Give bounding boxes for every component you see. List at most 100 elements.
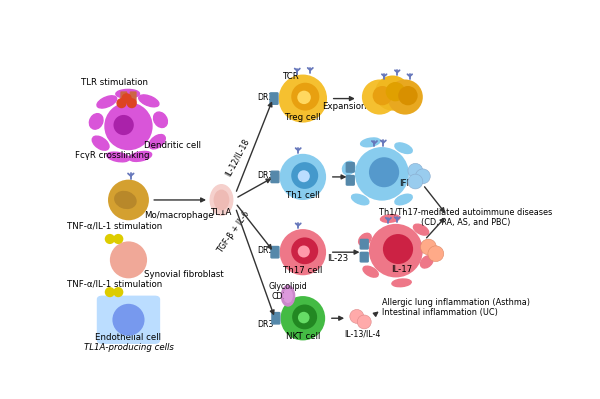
Text: Mo/macrophage: Mo/macrophage — [144, 211, 214, 220]
Text: Expansion: Expansion — [322, 102, 367, 111]
Ellipse shape — [388, 79, 423, 115]
Ellipse shape — [380, 215, 400, 222]
Ellipse shape — [104, 102, 152, 150]
Text: TNF-α/IL-1 stimulation: TNF-α/IL-1 stimulation — [67, 279, 162, 288]
Ellipse shape — [92, 136, 109, 150]
Text: DR3: DR3 — [257, 171, 274, 180]
Ellipse shape — [116, 98, 127, 108]
Ellipse shape — [398, 86, 418, 105]
Ellipse shape — [292, 304, 317, 329]
Ellipse shape — [113, 115, 134, 135]
Ellipse shape — [149, 134, 165, 149]
Ellipse shape — [210, 185, 233, 215]
Ellipse shape — [428, 246, 444, 262]
Ellipse shape — [392, 279, 411, 287]
Ellipse shape — [214, 190, 229, 209]
Ellipse shape — [89, 114, 103, 129]
Ellipse shape — [97, 96, 117, 108]
Ellipse shape — [421, 239, 436, 255]
Ellipse shape — [113, 234, 124, 244]
Text: CD1: CD1 — [271, 292, 288, 301]
Ellipse shape — [383, 234, 413, 264]
FancyBboxPatch shape — [346, 163, 354, 172]
Ellipse shape — [108, 180, 149, 220]
Ellipse shape — [112, 304, 145, 336]
FancyBboxPatch shape — [272, 312, 280, 324]
Text: Allergic lung inflammation (Asthma)
Intestinal inflammation (UC): Allergic lung inflammation (Asthma) Inte… — [382, 298, 530, 317]
Ellipse shape — [359, 233, 371, 246]
Text: Endothelial cell: Endothelial cell — [95, 333, 161, 342]
Ellipse shape — [350, 310, 364, 323]
Ellipse shape — [291, 162, 318, 189]
FancyBboxPatch shape — [360, 239, 368, 249]
Ellipse shape — [386, 82, 405, 101]
Text: Th17 cell: Th17 cell — [283, 266, 323, 275]
Ellipse shape — [298, 312, 310, 323]
Text: DR3: DR3 — [257, 246, 274, 255]
Ellipse shape — [139, 95, 159, 107]
Text: Th1/Th17-mediated autoimmune diseases
(CD, RA, AS, and PBC): Th1/Th17-mediated autoimmune diseases (C… — [379, 207, 552, 227]
Ellipse shape — [355, 147, 409, 201]
Text: Synovial fibroblast: Synovial fibroblast — [144, 270, 224, 279]
Ellipse shape — [375, 75, 410, 111]
Ellipse shape — [361, 138, 380, 147]
Text: TL1A-producing cells: TL1A-producing cells — [83, 343, 173, 352]
FancyBboxPatch shape — [97, 296, 160, 343]
FancyBboxPatch shape — [360, 252, 368, 262]
Text: DR3: DR3 — [257, 93, 274, 101]
Text: IL-17: IL-17 — [391, 265, 413, 274]
Ellipse shape — [421, 256, 433, 268]
Ellipse shape — [413, 224, 428, 235]
Ellipse shape — [278, 75, 327, 122]
Ellipse shape — [281, 296, 325, 340]
Ellipse shape — [369, 157, 399, 187]
Ellipse shape — [281, 286, 295, 306]
Text: Dendritic cell: Dendritic cell — [144, 141, 201, 150]
Ellipse shape — [395, 194, 412, 205]
Text: IL-13/IL-4: IL-13/IL-4 — [344, 330, 380, 339]
Ellipse shape — [105, 287, 115, 297]
Text: Treg cell: Treg cell — [285, 113, 321, 122]
Text: TCR: TCR — [283, 72, 299, 81]
Ellipse shape — [284, 289, 292, 302]
Text: DR3: DR3 — [257, 320, 274, 329]
Text: NKT cell: NKT cell — [286, 332, 320, 341]
Text: TGF-β + IL-6: TGF-β + IL-6 — [215, 209, 251, 255]
Ellipse shape — [291, 237, 318, 264]
Text: TNF-α/IL-1 stimulation: TNF-α/IL-1 stimulation — [67, 221, 162, 231]
Ellipse shape — [408, 163, 423, 178]
Ellipse shape — [110, 241, 147, 279]
Ellipse shape — [373, 86, 392, 105]
Ellipse shape — [363, 266, 378, 277]
Ellipse shape — [154, 112, 167, 128]
Ellipse shape — [298, 170, 310, 182]
Ellipse shape — [408, 174, 423, 189]
Text: IL-12/IL-18: IL-12/IL-18 — [223, 136, 250, 177]
Ellipse shape — [343, 161, 355, 175]
FancyBboxPatch shape — [271, 247, 279, 258]
Ellipse shape — [291, 83, 319, 111]
Ellipse shape — [127, 98, 137, 108]
Ellipse shape — [298, 245, 310, 257]
Ellipse shape — [115, 192, 136, 208]
Ellipse shape — [121, 93, 132, 103]
Ellipse shape — [105, 234, 115, 244]
Ellipse shape — [362, 79, 397, 115]
FancyBboxPatch shape — [346, 176, 354, 185]
Ellipse shape — [116, 89, 139, 98]
Ellipse shape — [415, 169, 430, 184]
Ellipse shape — [129, 151, 152, 162]
Text: TL1A: TL1A — [211, 208, 232, 217]
Text: IFN-γ: IFN-γ — [400, 179, 422, 188]
Text: TLR stimulation: TLR stimulation — [81, 78, 148, 87]
Ellipse shape — [113, 287, 124, 297]
Ellipse shape — [369, 224, 423, 277]
FancyBboxPatch shape — [270, 93, 278, 104]
Ellipse shape — [280, 229, 326, 275]
Ellipse shape — [352, 194, 369, 205]
Text: Th1 cell: Th1 cell — [286, 191, 320, 200]
Text: Glycolipid: Glycolipid — [269, 282, 307, 291]
Text: IL-23: IL-23 — [327, 254, 348, 263]
Ellipse shape — [107, 152, 130, 162]
Ellipse shape — [357, 315, 371, 329]
